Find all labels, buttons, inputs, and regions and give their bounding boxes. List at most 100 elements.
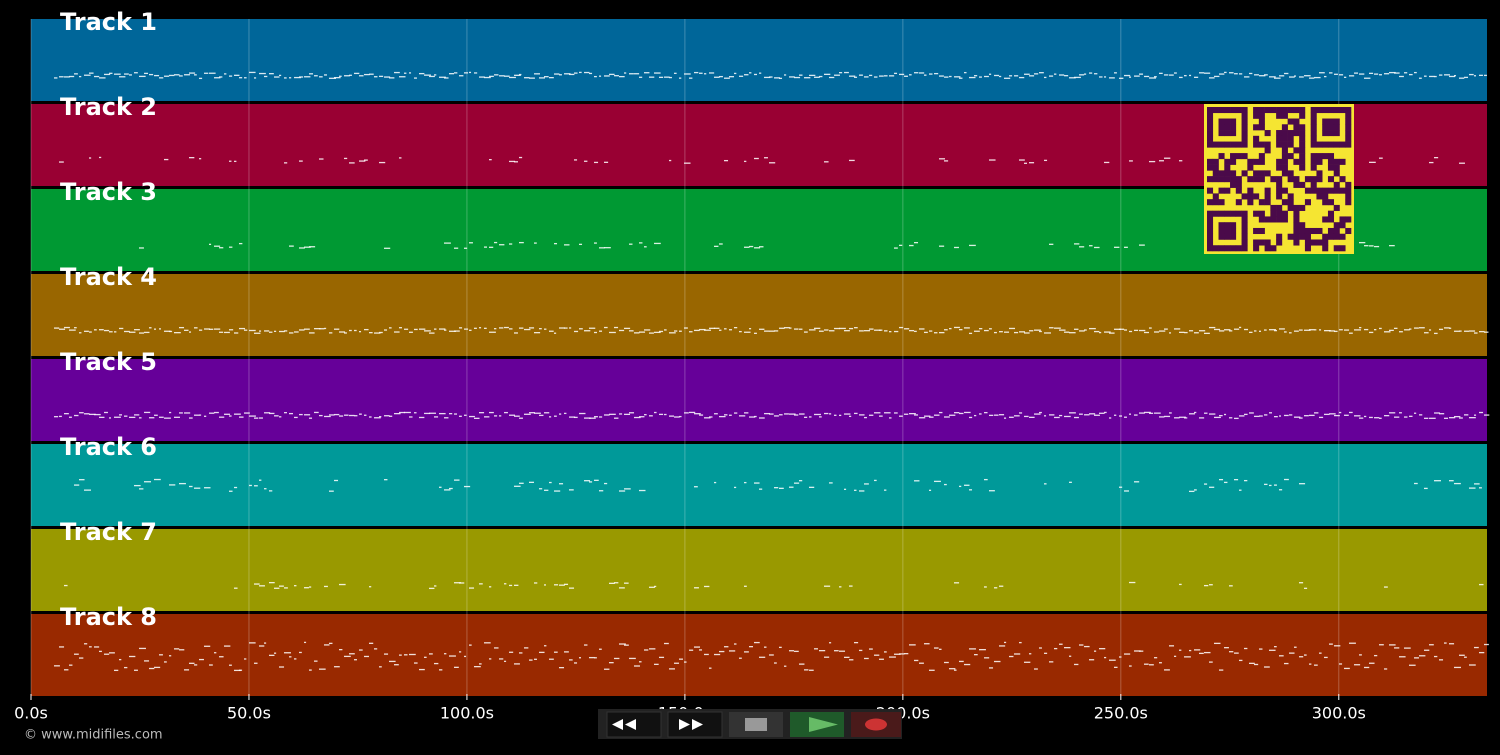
note bbox=[599, 490, 604, 492]
note bbox=[1154, 331, 1160, 333]
note bbox=[1099, 331, 1102, 334]
note bbox=[104, 73, 111, 76]
rewind-button[interactable] bbox=[606, 711, 662, 738]
qr-module bbox=[1207, 222, 1214, 229]
qr-module bbox=[1207, 176, 1214, 183]
note bbox=[559, 483, 564, 485]
note bbox=[454, 479, 460, 481]
note bbox=[859, 414, 865, 416]
qr-module bbox=[1281, 199, 1288, 206]
note bbox=[124, 666, 128, 669]
record-button[interactable] bbox=[851, 712, 901, 737]
note bbox=[444, 417, 449, 419]
note bbox=[459, 327, 463, 329]
qr-module bbox=[1253, 158, 1260, 165]
x-tick-label: 300.0s bbox=[1312, 704, 1366, 723]
note bbox=[199, 329, 203, 331]
note bbox=[264, 412, 271, 414]
note bbox=[364, 73, 370, 76]
qr-module bbox=[1212, 141, 1219, 148]
note bbox=[1209, 326, 1216, 329]
note bbox=[1479, 487, 1482, 489]
note bbox=[174, 332, 181, 334]
note bbox=[1469, 73, 1474, 76]
note bbox=[1129, 330, 1133, 333]
note bbox=[214, 328, 221, 330]
qr-module bbox=[1339, 216, 1346, 223]
qr-module bbox=[1241, 153, 1248, 160]
note bbox=[59, 415, 62, 418]
note bbox=[1429, 75, 1435, 78]
note bbox=[264, 330, 270, 332]
note bbox=[904, 75, 908, 77]
note bbox=[1034, 73, 1039, 75]
qr-module bbox=[1230, 118, 1237, 125]
note bbox=[599, 330, 603, 332]
note bbox=[274, 415, 279, 417]
note bbox=[64, 413, 69, 415]
qr-module bbox=[1224, 210, 1231, 217]
note bbox=[904, 653, 909, 655]
note bbox=[604, 482, 608, 485]
note bbox=[1224, 647, 1229, 649]
note bbox=[399, 157, 402, 159]
note bbox=[159, 416, 164, 418]
note bbox=[284, 162, 288, 164]
note bbox=[1014, 331, 1019, 334]
note bbox=[954, 412, 960, 414]
note bbox=[389, 327, 392, 329]
qr-module bbox=[1207, 210, 1214, 217]
qr-module bbox=[1310, 118, 1317, 125]
note bbox=[379, 331, 383, 334]
play-button[interactable] bbox=[790, 712, 844, 737]
note bbox=[459, 582, 465, 584]
note bbox=[1064, 646, 1071, 649]
note bbox=[584, 71, 590, 74]
note bbox=[209, 72, 216, 74]
note bbox=[369, 332, 373, 334]
note bbox=[449, 413, 453, 415]
note bbox=[809, 74, 816, 77]
note bbox=[929, 669, 935, 671]
note bbox=[1159, 416, 1165, 418]
note bbox=[519, 652, 523, 654]
qr-module bbox=[1224, 222, 1231, 229]
note bbox=[999, 331, 1003, 333]
note bbox=[1449, 480, 1454, 482]
qr-module bbox=[1299, 147, 1306, 154]
note bbox=[879, 658, 884, 660]
qr-module bbox=[1253, 176, 1260, 183]
note bbox=[289, 245, 294, 247]
note bbox=[1384, 668, 1388, 670]
note bbox=[234, 587, 238, 589]
note bbox=[1189, 413, 1195, 415]
note bbox=[1159, 662, 1162, 664]
qr-module bbox=[1253, 112, 1260, 119]
note bbox=[504, 326, 509, 329]
note bbox=[1099, 76, 1103, 78]
qr-module bbox=[1293, 176, 1300, 183]
note bbox=[1339, 411, 1342, 414]
note bbox=[139, 417, 142, 419]
stop-button[interactable] bbox=[729, 712, 783, 737]
qr-module bbox=[1241, 124, 1248, 131]
note bbox=[884, 75, 888, 77]
note bbox=[1439, 74, 1443, 76]
note bbox=[1249, 662, 1255, 664]
note bbox=[249, 415, 256, 417]
forward-button[interactable] bbox=[667, 711, 723, 738]
note bbox=[934, 72, 939, 75]
note bbox=[469, 415, 475, 418]
note bbox=[894, 247, 898, 249]
note bbox=[69, 664, 73, 666]
note bbox=[359, 331, 362, 333]
note bbox=[244, 658, 247, 660]
qr-module bbox=[1281, 187, 1288, 194]
note bbox=[1464, 76, 1469, 79]
note bbox=[1429, 644, 1434, 646]
note bbox=[1429, 329, 1432, 331]
qr-module bbox=[1264, 141, 1271, 148]
qr-module bbox=[1333, 181, 1340, 188]
note bbox=[1124, 490, 1129, 492]
